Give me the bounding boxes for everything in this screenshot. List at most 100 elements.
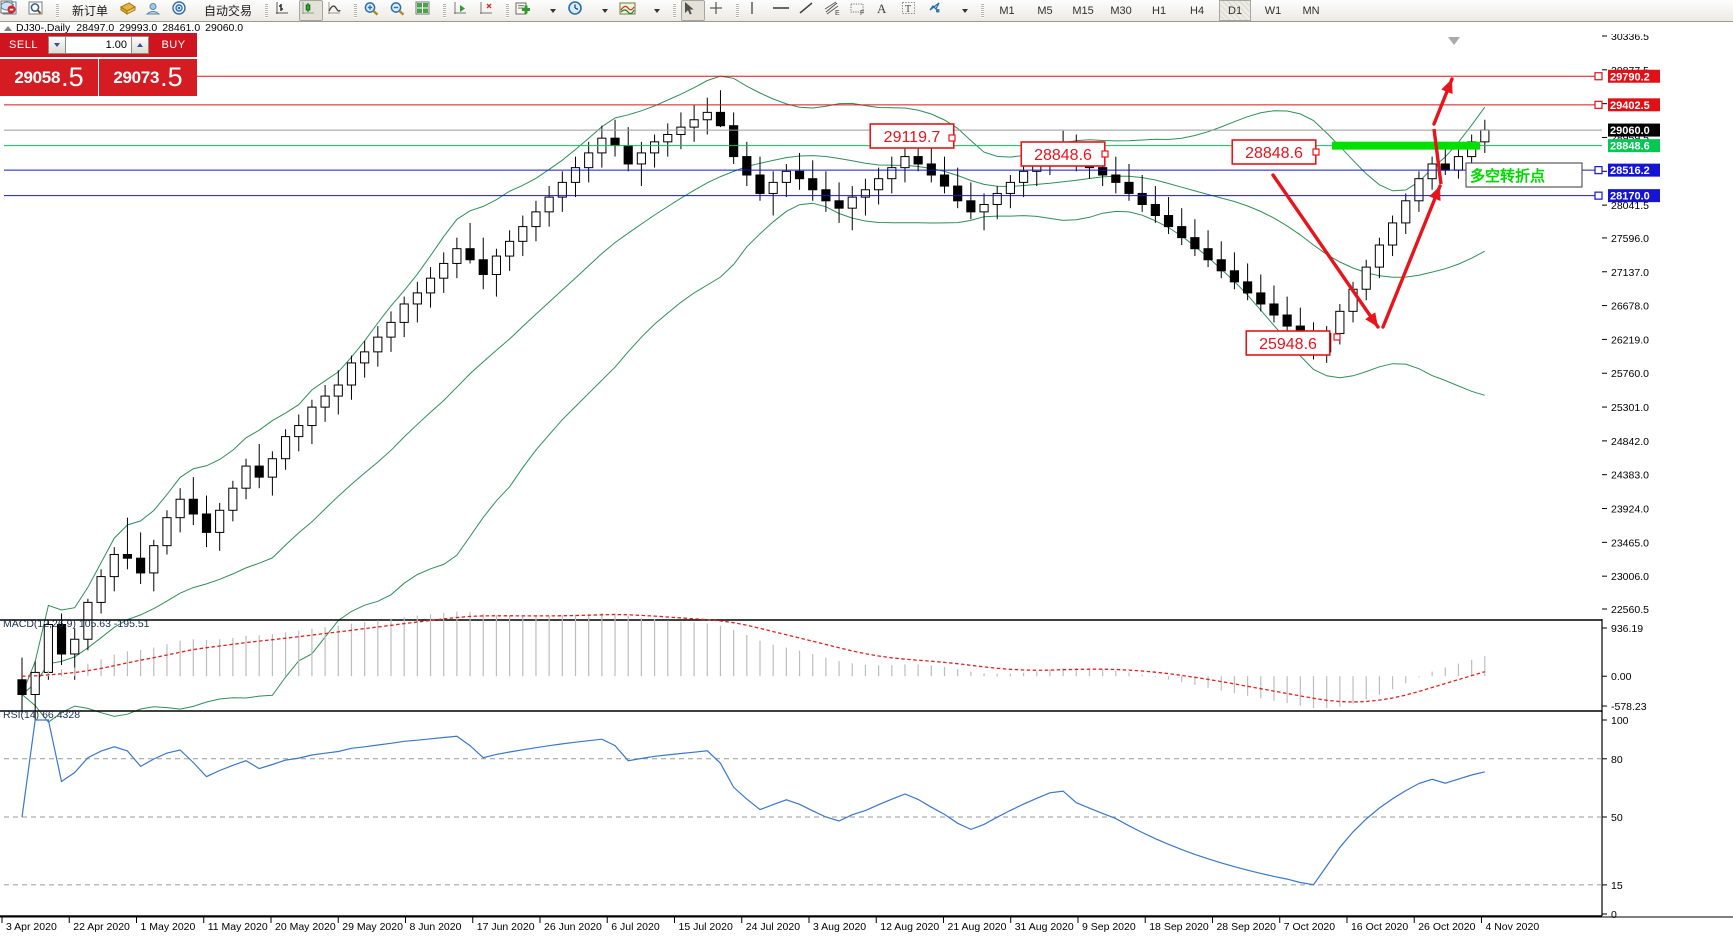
timeframe-h4[interactable]: H4 (1190, 4, 1205, 17)
candlestick (794, 152, 805, 190)
annotation-turning-point[interactable]: 多空转折点 (1465, 162, 1583, 188)
period-icon[interactable] (566, 0, 590, 21)
entry-line-handle[interactable] (1594, 166, 1603, 175)
candlestick (860, 178, 871, 216)
candlestick (570, 156, 581, 198)
support-line-tag[interactable] (1608, 139, 1660, 153)
chart-shift-icon[interactable] (477, 0, 501, 21)
volume-stepper[interactable]: 1.00 (48, 36, 149, 54)
fibonacci-icon[interactable]: E (822, 0, 846, 21)
text-label-icon[interactable]: T (900, 0, 924, 21)
indicators-icon[interactable] (514, 0, 538, 21)
tile-windows-icon[interactable] (414, 0, 438, 21)
auto-trading-button[interactable]: 自动交易 (0, 0, 260, 21)
volume-increment-button[interactable] (131, 36, 149, 54)
annotation-anchor[interactable] (1101, 150, 1109, 158)
volume-input[interactable]: 1.00 (66, 36, 131, 54)
channel-icon[interactable]: F (848, 0, 872, 21)
timeframe-h1[interactable]: H1 (1152, 4, 1167, 17)
date-tick-label: 11 May 2020 (208, 921, 268, 933)
annotation-anchor[interactable] (1333, 333, 1341, 341)
date-tick-label: 12 Aug 2020 (880, 921, 939, 933)
candlestick (1177, 208, 1187, 246)
zoom-in-icon[interactable] (362, 0, 386, 21)
timeframe-m1[interactable]: M1 (999, 4, 1015, 17)
buy-price[interactable]: 29073 .5 (99, 57, 197, 96)
sell-button[interactable]: SELL (9, 39, 38, 51)
candlestick (1018, 163, 1029, 198)
up-trend-arrow[interactable] (1381, 184, 1442, 329)
entry-line-tag[interactable] (1608, 163, 1660, 177)
candlestick-chart-icon[interactable] (299, 0, 324, 21)
annotation-25948[interactable]: 25948.6 (1245, 330, 1331, 356)
last-price-line-tag[interactable] (1608, 123, 1660, 137)
objects-dropdown-icon[interactable] (952, 0, 976, 21)
candlestick (531, 200, 541, 242)
timeframe-d1[interactable]: D1 (1219, 0, 1252, 21)
stop-loss-line-handle[interactable] (1594, 191, 1603, 200)
take-profit-line-tag[interactable] (1608, 69, 1660, 83)
text-icon[interactable]: A (874, 0, 898, 21)
macd-label: MACD(12,26,9) 105.63 -195.51 (3, 618, 150, 630)
period-dropdown-icon[interactable] (592, 0, 616, 21)
down-trend-arrow[interactable] (1271, 173, 1380, 329)
timeframe-w1[interactable]: W1 (1264, 4, 1282, 17)
navigator-icon[interactable] (144, 0, 168, 21)
price-tick-label: 26219.0 (1611, 334, 1649, 346)
auto-scroll-icon[interactable] (451, 0, 475, 21)
annotation-anchor[interactable] (1312, 148, 1320, 156)
annotation-28848-left[interactable]: 28848.6 (1020, 141, 1106, 167)
chart-canvas[interactable]: 30336.529877.529418.528959.528500.528041… (0, 34, 1733, 940)
stop-loss-line-tag[interactable] (1608, 189, 1660, 203)
quote-high: 29993.0 (119, 22, 158, 34)
buy-button[interactable]: BUY (161, 39, 186, 51)
cursor-icon[interactable] (681, 0, 706, 21)
market-watch-icon[interactable] (27, 0, 51, 21)
timeframe-m5[interactable]: M5 (1037, 4, 1053, 17)
candlestick (228, 480, 238, 522)
signals-icon[interactable] (170, 0, 194, 21)
chart-marker-icon[interactable] (1448, 37, 1460, 45)
line-chart-icon[interactable] (325, 0, 349, 21)
price-tick-label: 23006.0 (1611, 571, 1649, 583)
horizontal-line-icon[interactable] (770, 0, 794, 21)
one-click-trading-panel[interactable]: SELL 1.00 BUY 29058 .5 29073 .5 (0, 33, 197, 96)
collapse-triangle-icon[interactable] (4, 25, 12, 31)
support-zone-marker[interactable] (1332, 141, 1480, 150)
annotation-28848-right[interactable]: 28848.6 (1231, 139, 1317, 165)
candlestick (373, 326, 383, 367)
candlestick (663, 123, 673, 157)
chart-area[interactable]: 30336.529877.529418.528959.528500.528041… (0, 34, 1733, 940)
timeframe-mn[interactable]: MN (1302, 4, 1320, 17)
annotation-29119[interactable]: 29119.7 (869, 123, 955, 149)
candlestick (491, 248, 502, 297)
volume-decrement-button[interactable] (48, 36, 66, 54)
crosshair-icon[interactable] (707, 0, 731, 21)
annotation-29119-label: 29119.7 (884, 129, 941, 146)
candlestick (1401, 193, 1411, 234)
templates-icon[interactable] (618, 0, 642, 21)
trendline-icon[interactable] (796, 0, 820, 21)
zoom-out-icon[interactable] (388, 0, 412, 21)
new-order-button[interactable]: 新订单 (0, 0, 116, 21)
objects-icon[interactable] (926, 0, 950, 21)
breakout-arrow[interactable] (1432, 77, 1454, 126)
svg-text:F: F (860, 10, 864, 16)
vertical-line-icon[interactable] (744, 0, 768, 21)
sell-price[interactable]: 29058 .5 (0, 57, 99, 96)
resistance-line-handle[interactable] (1594, 100, 1603, 109)
resistance-line-tag[interactable] (1608, 98, 1660, 112)
indicators-dropdown-icon[interactable] (540, 0, 564, 21)
templates-dropdown-icon[interactable] (644, 0, 668, 21)
date-tick-label: 29 May 2020 (342, 921, 403, 933)
annotation-anchor[interactable] (948, 134, 956, 142)
date-tick-label: 15 Jul 2020 (678, 921, 732, 933)
data-window-icon[interactable] (118, 0, 142, 21)
breakout-arrow-shaft[interactable] (1432, 128, 1443, 185)
timeframe-m30[interactable]: M30 (1110, 4, 1132, 17)
resistance-line-tag-label: 29402.5 (1610, 100, 1650, 112)
timeframe-m15[interactable]: M15 (1072, 4, 1094, 17)
take-profit-line-handle[interactable] (1594, 72, 1603, 81)
date-tick-label: 8 Jun 2020 (409, 921, 461, 933)
bar-chart-icon[interactable] (273, 0, 297, 21)
